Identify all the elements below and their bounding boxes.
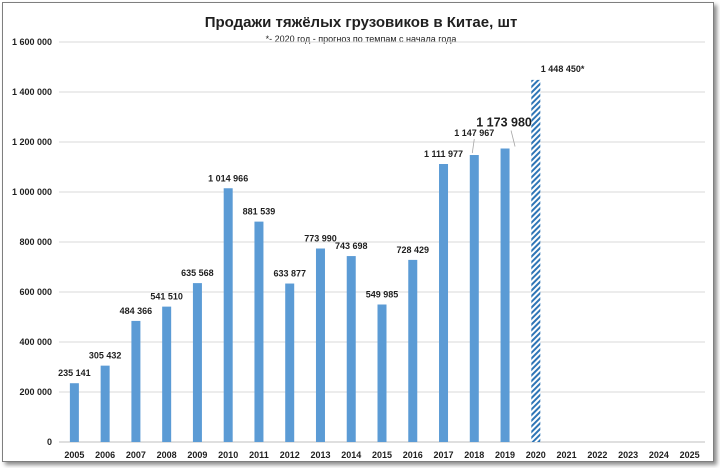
bar	[500, 148, 510, 442]
label-leader-line	[471, 138, 475, 154]
data-label: 728 429	[396, 245, 429, 255]
x-tick-label: 2015	[372, 450, 392, 460]
chart-title: Продажи тяжёлых грузовиков в Китае, шт	[205, 14, 518, 31]
chart-subtitle: *- 2020 год - прогноз по темпам с начала…	[266, 34, 457, 44]
data-label: 743 698	[335, 241, 368, 251]
y-tick-label: 400 000	[19, 337, 52, 347]
data-label: 1 147 967	[454, 128, 494, 138]
bar	[69, 383, 79, 442]
x-tick-label: 2018	[464, 450, 484, 460]
data-label: 633 877	[273, 269, 306, 279]
bar	[192, 283, 202, 442]
x-tick-label: 2010	[218, 450, 238, 460]
label-leader-line	[510, 130, 516, 147]
bar	[377, 304, 387, 442]
data-label: 235 141	[58, 368, 91, 378]
y-axis-ticks: 0 200 000 400 000 600 000 800 000 1 000 000 1 …	[12, 37, 52, 447]
y-tick-label: 600 000	[19, 287, 52, 297]
y-tick-label: 0	[47, 437, 52, 447]
x-tick-label: 2019	[495, 450, 515, 460]
data-label: 1 014 966	[208, 173, 248, 183]
y-tick-label: 1 200 000	[12, 137, 52, 147]
x-tick-label: 2020	[526, 450, 546, 460]
data-label: 773 990	[304, 234, 337, 244]
bar	[162, 306, 172, 442]
x-tick-label: 2013	[310, 450, 330, 460]
x-tick-label: 2012	[280, 450, 300, 460]
x-tick-label: 2023	[618, 450, 638, 460]
y-tick-label: 1 600 000	[12, 37, 52, 47]
x-tick-label: 2008	[157, 450, 177, 460]
data-label: 549 985	[366, 290, 399, 300]
bar	[408, 259, 418, 442]
x-tick-label: 2007	[126, 450, 146, 460]
chart-frame: Продажи тяжёлых грузовиков в Китае, шт *…	[2, 2, 714, 462]
data-label: 1 111 977	[424, 149, 463, 159]
x-tick-label: 2017	[434, 450, 454, 460]
x-tick-label: 2014	[341, 450, 361, 460]
gridlines	[59, 41, 705, 443]
x-tick-label: 2022	[587, 450, 607, 460]
x-tick-label: 2016	[403, 450, 423, 460]
x-tick-label: 2006	[95, 450, 115, 460]
x-axis-ticks: 2005 2006 2007 2008 2009 2010 2011 2012 2013 2014…	[64, 450, 699, 460]
bar	[469, 155, 479, 443]
y-tick-label: 800 000	[19, 237, 52, 247]
bar-chart: Продажи тяжёлых грузовиков в Китае, шт *…	[12, 14, 705, 460]
data-label: 1 173 980	[476, 116, 532, 130]
x-tick-label: 2009	[187, 450, 207, 460]
y-tick-label: 200 000	[19, 387, 52, 397]
data-label: 541 510	[150, 292, 183, 302]
bar	[315, 248, 325, 442]
y-tick-label: 1 000 000	[12, 187, 52, 197]
bar	[100, 365, 110, 442]
y-tick-label: 1 400 000	[12, 87, 52, 97]
x-tick-label: 2011	[249, 450, 269, 460]
bar	[223, 188, 233, 442]
bar	[285, 283, 295, 442]
x-tick-label: 2024	[649, 450, 669, 460]
bars	[69, 79, 541, 443]
data-label: 1 448 450*	[541, 64, 585, 74]
x-tick-label: 2021	[557, 450, 577, 460]
bar	[439, 164, 449, 443]
data-label: 881 539	[243, 207, 276, 217]
x-tick-label: 2005	[64, 450, 84, 460]
data-labels: 235 141 305 432 484 366 541 510 635 568 1 014…	[58, 64, 585, 378]
data-label: 635 568	[181, 268, 214, 278]
bar	[254, 221, 264, 442]
bar	[346, 256, 356, 442]
data-label: 305 432	[89, 351, 122, 361]
x-tick-label: 2025	[680, 450, 700, 460]
bar-forecast	[531, 79, 541, 442]
bar	[131, 320, 141, 442]
data-label: 484 366	[120, 306, 153, 316]
